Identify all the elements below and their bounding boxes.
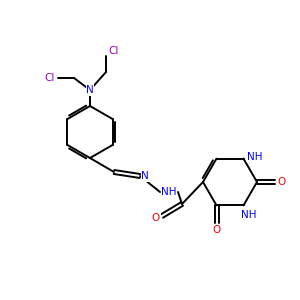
Text: Cl: Cl: [45, 73, 55, 83]
Text: Cl: Cl: [109, 46, 119, 56]
Text: NH: NH: [241, 210, 256, 220]
Text: O: O: [212, 225, 220, 236]
Text: NH: NH: [161, 187, 177, 197]
Text: O: O: [278, 177, 286, 187]
Text: N: N: [141, 171, 149, 181]
Text: NH: NH: [247, 152, 262, 162]
Text: N: N: [86, 85, 94, 95]
Text: O: O: [152, 213, 160, 223]
